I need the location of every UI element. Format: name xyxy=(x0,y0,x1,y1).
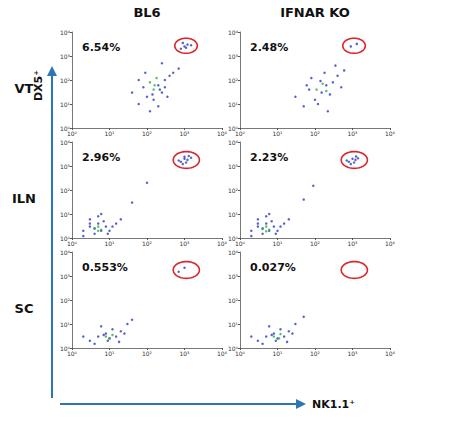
svg-text:10⁴: 10⁴ xyxy=(385,130,396,137)
svg-text:10¹: 10¹ xyxy=(272,350,283,357)
svg-text:0.027%: 0.027% xyxy=(250,261,296,274)
svg-text:10¹: 10¹ xyxy=(272,240,283,247)
svg-text:6.54%: 6.54% xyxy=(82,41,120,54)
svg-text:10¹: 10¹ xyxy=(228,211,239,218)
svg-text:10⁰: 10⁰ xyxy=(60,234,70,242)
svg-text:10²: 10² xyxy=(60,297,71,304)
svg-text:10⁴: 10⁴ xyxy=(385,350,396,357)
svg-text:10⁰: 10⁰ xyxy=(67,350,78,357)
svg-text:10³: 10³ xyxy=(347,240,358,247)
svg-text:10⁴: 10⁴ xyxy=(60,139,71,146)
svg-text:2.23%: 2.23% xyxy=(250,151,288,164)
svg-text:DX5⁺: DX5⁺ xyxy=(32,70,45,101)
svg-text:10¹: 10¹ xyxy=(60,321,71,328)
svg-text:10³: 10³ xyxy=(347,350,358,357)
svg-text:10¹: 10¹ xyxy=(228,101,239,108)
svg-text:10⁴: 10⁴ xyxy=(60,249,71,256)
svg-text:10⁴: 10⁴ xyxy=(217,130,228,137)
svg-text:10¹: 10¹ xyxy=(104,350,115,357)
svg-text:10⁴: 10⁴ xyxy=(217,350,228,357)
svg-text:ILN: ILN xyxy=(12,191,36,206)
svg-text:10⁴: 10⁴ xyxy=(228,29,239,36)
svg-text:10⁰: 10⁰ xyxy=(60,124,70,132)
svg-text:10¹: 10¹ xyxy=(104,240,115,247)
svg-text:10²: 10² xyxy=(60,187,71,194)
svg-text:10⁰: 10⁰ xyxy=(228,124,238,132)
svg-text:10⁰: 10⁰ xyxy=(228,344,238,352)
svg-text:2.96%: 2.96% xyxy=(82,151,120,164)
svg-text:10³: 10³ xyxy=(60,53,71,60)
svg-text:NK1.1⁺: NK1.1⁺ xyxy=(312,398,355,411)
svg-text:0.553%: 0.553% xyxy=(82,261,128,274)
svg-text:10²: 10² xyxy=(142,350,153,357)
svg-text:10³: 10³ xyxy=(60,273,71,280)
svg-text:2.48%: 2.48% xyxy=(250,41,288,54)
svg-text:10³: 10³ xyxy=(60,163,71,170)
svg-text:10²: 10² xyxy=(228,187,239,194)
svg-text:SC: SC xyxy=(15,301,34,316)
svg-text:IFNAR KO: IFNAR KO xyxy=(280,5,350,20)
svg-text:10²: 10² xyxy=(60,77,71,84)
svg-text:10³: 10³ xyxy=(347,130,358,137)
svg-text:10⁰: 10⁰ xyxy=(228,234,238,242)
svg-text:10²: 10² xyxy=(310,130,321,137)
svg-text:10²: 10² xyxy=(228,297,239,304)
svg-text:10⁰: 10⁰ xyxy=(67,130,78,137)
svg-text:10¹: 10¹ xyxy=(272,130,283,137)
svg-text:10⁰: 10⁰ xyxy=(67,240,78,247)
svg-text:VT: VT xyxy=(14,80,34,96)
svg-text:10¹: 10¹ xyxy=(228,321,239,328)
svg-text:10⁰: 10⁰ xyxy=(235,240,246,247)
svg-text:10⁰: 10⁰ xyxy=(235,130,246,137)
svg-text:10²: 10² xyxy=(310,350,321,357)
svg-text:10⁴: 10⁴ xyxy=(385,240,396,247)
svg-text:10³: 10³ xyxy=(228,273,239,280)
svg-text:10⁴: 10⁴ xyxy=(60,29,71,36)
svg-text:10⁰: 10⁰ xyxy=(235,350,246,357)
svg-text:10²: 10² xyxy=(228,77,239,84)
svg-text:10³: 10³ xyxy=(179,130,190,137)
svg-text:10²: 10² xyxy=(310,240,321,247)
svg-text:10¹: 10¹ xyxy=(104,130,115,137)
svg-text:10⁴: 10⁴ xyxy=(228,249,239,256)
svg-text:10⁰: 10⁰ xyxy=(60,344,70,352)
svg-text:10⁴: 10⁴ xyxy=(228,139,239,146)
svg-text:10⁴: 10⁴ xyxy=(217,240,228,247)
svg-text:10¹: 10¹ xyxy=(60,101,71,108)
svg-text:10²: 10² xyxy=(142,240,153,247)
svg-text:10¹: 10¹ xyxy=(60,211,71,218)
svg-text:BL6: BL6 xyxy=(133,5,160,20)
svg-text:10³: 10³ xyxy=(179,350,190,357)
svg-text:10³: 10³ xyxy=(228,53,239,60)
svg-text:10³: 10³ xyxy=(228,163,239,170)
svg-text:10²: 10² xyxy=(142,130,153,137)
svg-text:10³: 10³ xyxy=(179,240,190,247)
